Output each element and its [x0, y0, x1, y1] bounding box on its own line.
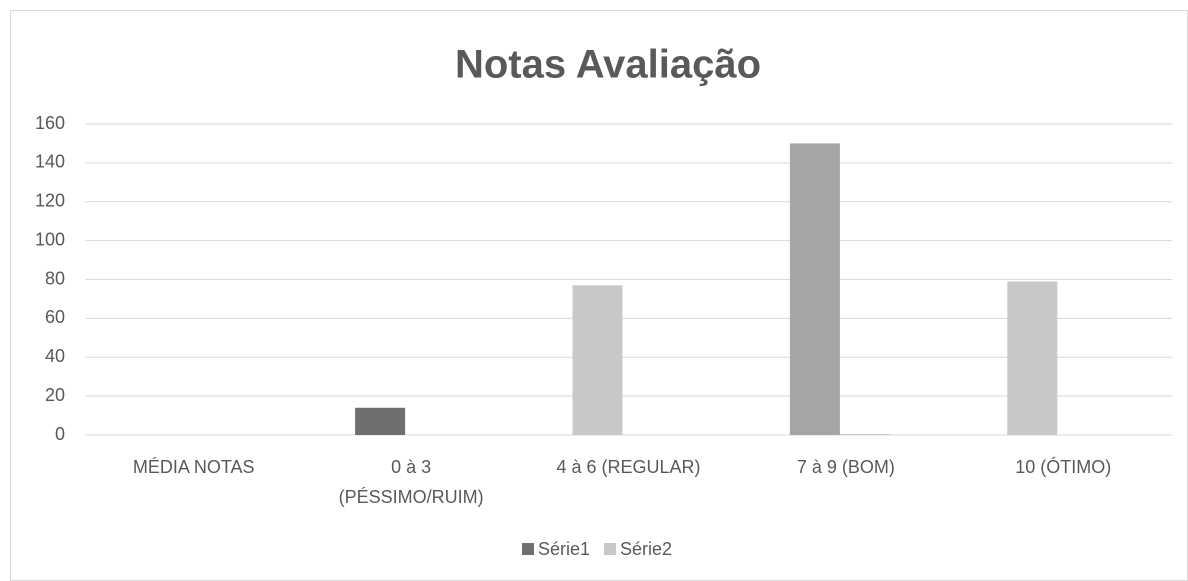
bar [1007, 281, 1058, 435]
y-tick-label: 0 [55, 424, 65, 444]
x-tick-label: MÉDIA NOTAS [132, 457, 255, 477]
bar [839, 434, 890, 435]
y-tick-label: 40 [45, 346, 65, 366]
chart-title: Notas Avaliação [455, 43, 761, 87]
y-tick-label: 80 [45, 268, 65, 288]
y-tick-label: 20 [45, 385, 65, 405]
y-tick-label: 120 [35, 191, 65, 211]
legend-label: Série1 [538, 539, 590, 559]
bar [355, 407, 406, 435]
x-tick-label: 10 (ÓTIMO) [1015, 457, 1112, 477]
legend-label: Série2 [620, 539, 672, 559]
legend-swatch [604, 543, 617, 555]
y-tick-label: 100 [35, 229, 65, 249]
y-tick-label: 60 [45, 307, 65, 327]
x-tick-label: 7 à 9 (BOM) [796, 457, 895, 477]
x-tick-label: 4 à 6 (REGULAR) [556, 457, 701, 477]
legend-swatch [522, 543, 534, 555]
x-tick-label: 0 à 3 (PÉSSIMO/RUIM) [338, 457, 484, 507]
bar [789, 143, 840, 435]
bar [572, 285, 623, 435]
y-tick-label: 160 [35, 113, 65, 133]
y-tick-label: 140 [35, 152, 65, 172]
